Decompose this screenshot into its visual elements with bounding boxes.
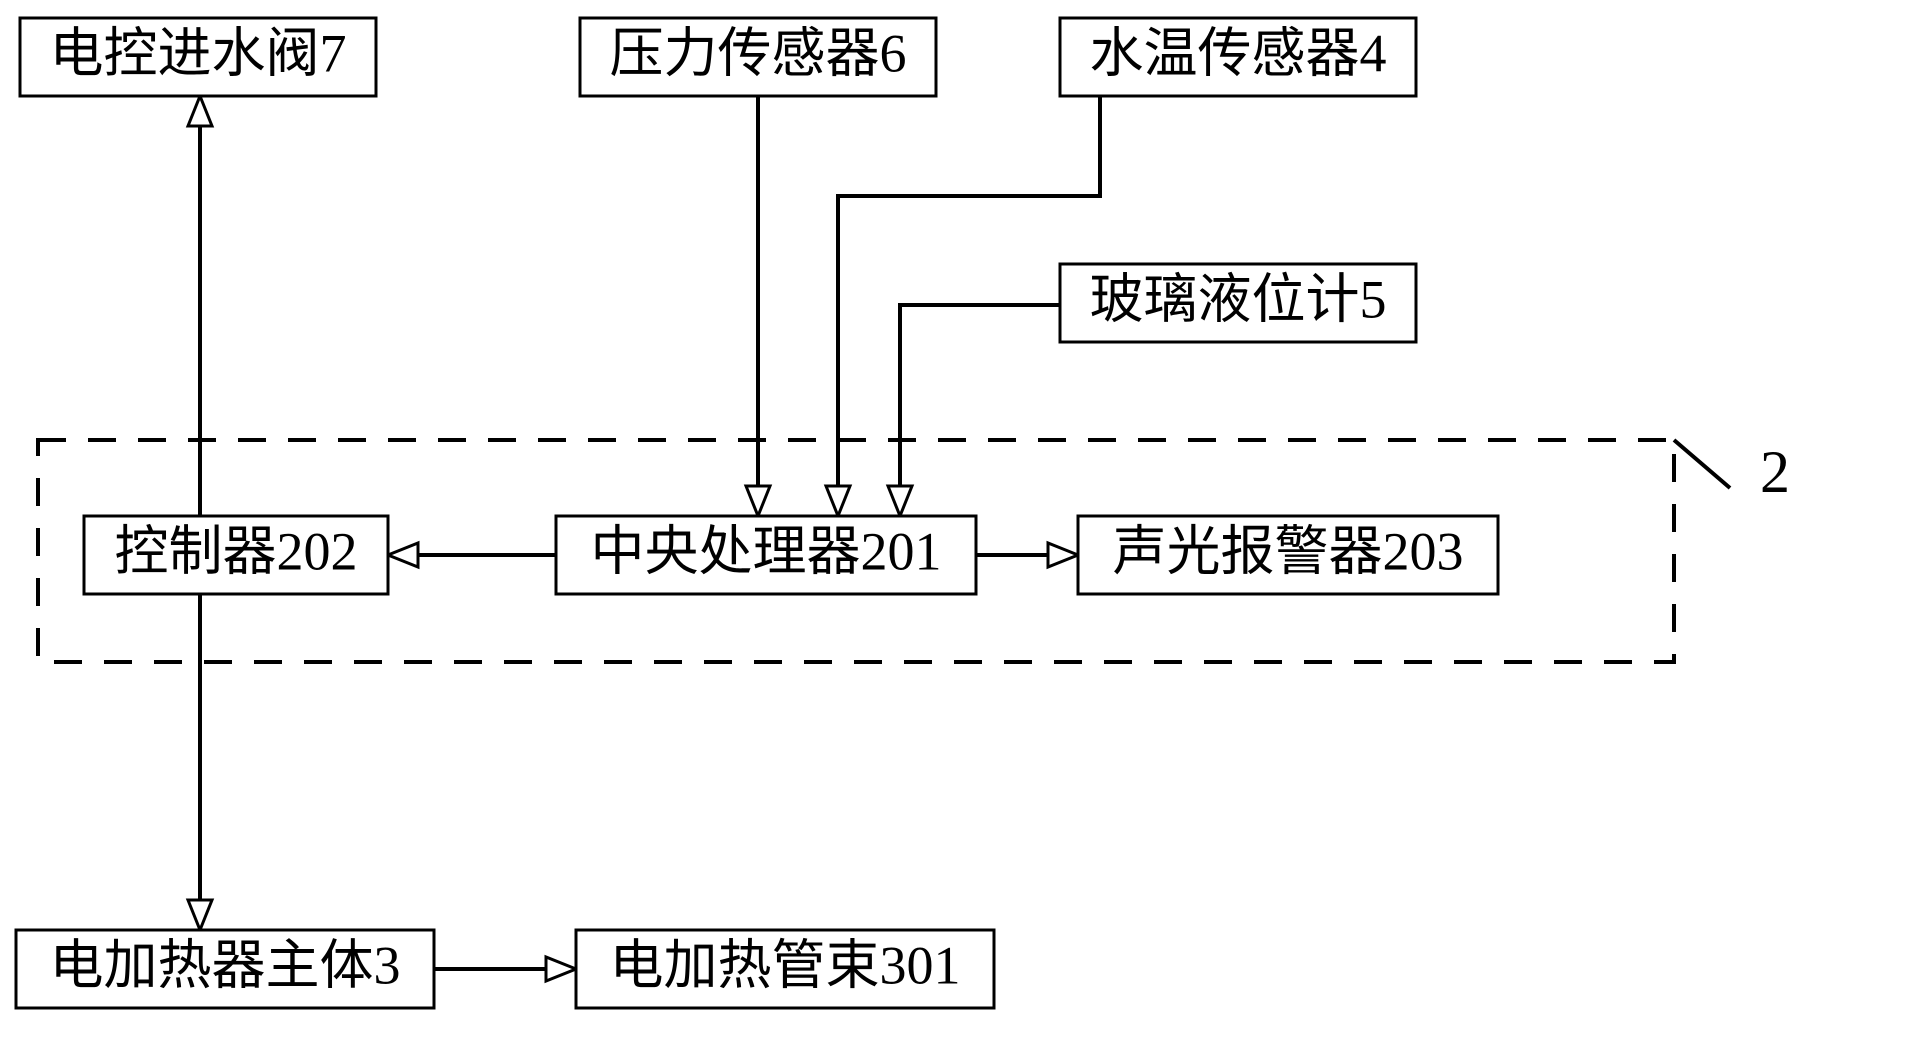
arrowhead-n3-n301 [546,957,576,981]
arrowhead-n5-n201 [888,486,912,516]
group-leader-line [1674,440,1730,488]
node-label-n3: 电加热器主体3 [50,935,401,995]
node-label-n7: 电控进水阀7 [50,23,347,83]
node-label-n203: 声光报警器203 [1113,521,1464,581]
node-label-n6: 压力传感器6 [610,23,907,83]
edge-n5-n201 [900,305,1060,486]
arrowhead-n201-n202 [388,543,418,567]
arrowhead-n202-n3 [188,900,212,930]
arrowhead-n201-n203 [1048,543,1078,567]
node-label-n5: 玻璃液位计5 [1090,269,1387,329]
group-label-2: 2 [1760,439,1790,505]
node-label-n201: 中央处理器201 [591,521,942,581]
arrowhead-n6-n201 [746,486,770,516]
node-label-n4: 水温传感器4 [1090,23,1387,83]
node-label-n202: 控制器202 [115,521,358,581]
arrowhead-n202-n7 [188,96,212,126]
arrowhead-n4-n201 [826,486,850,516]
node-label-n301: 电加热管束301 [610,935,961,995]
